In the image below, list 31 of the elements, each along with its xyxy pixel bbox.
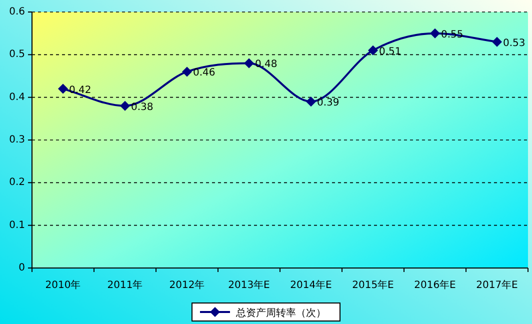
x-tick-label: 2011年 (107, 279, 143, 291)
y-tick-label: 0.2 (9, 177, 25, 188)
y-tick-label: 0.3 (9, 134, 25, 146)
point (244, 58, 254, 68)
data-label: 0.46 (193, 68, 216, 79)
y-tick-label: 0.6 (9, 6, 25, 18)
data-label: 0.53 (503, 38, 526, 49)
legend-label: 总资产周转率（次） (235, 307, 326, 319)
data-label: 0.38 (131, 102, 154, 113)
data-label: 0.51 (379, 46, 402, 58)
point (492, 36, 502, 47)
point (306, 96, 316, 107)
point (120, 100, 130, 111)
y-tick-label: 0 (18, 262, 25, 274)
point (430, 28, 440, 38)
data-label: 0.39 (317, 98, 340, 109)
x-tick-label: 2015年E (352, 279, 394, 291)
x-tick-label: 2010年 (45, 279, 81, 291)
y-tick-label: 0.4 (9, 92, 25, 103)
x-tick-label: 2016年E (414, 279, 456, 291)
y-tick-label: 0.5 (9, 49, 25, 60)
x-tick-label: 2017年E (476, 279, 518, 291)
point (182, 66, 192, 77)
data-label: 0.42 (69, 84, 92, 96)
x-tick-label: 2013年E (228, 279, 270, 291)
data-label: 0.48 (255, 59, 278, 70)
x-tick-label: 2014年E (290, 279, 332, 291)
y-tick-label: 0.1 (9, 220, 25, 231)
point (368, 45, 378, 56)
x-tick-label: 2012年 (169, 279, 205, 291)
point (58, 84, 68, 94)
